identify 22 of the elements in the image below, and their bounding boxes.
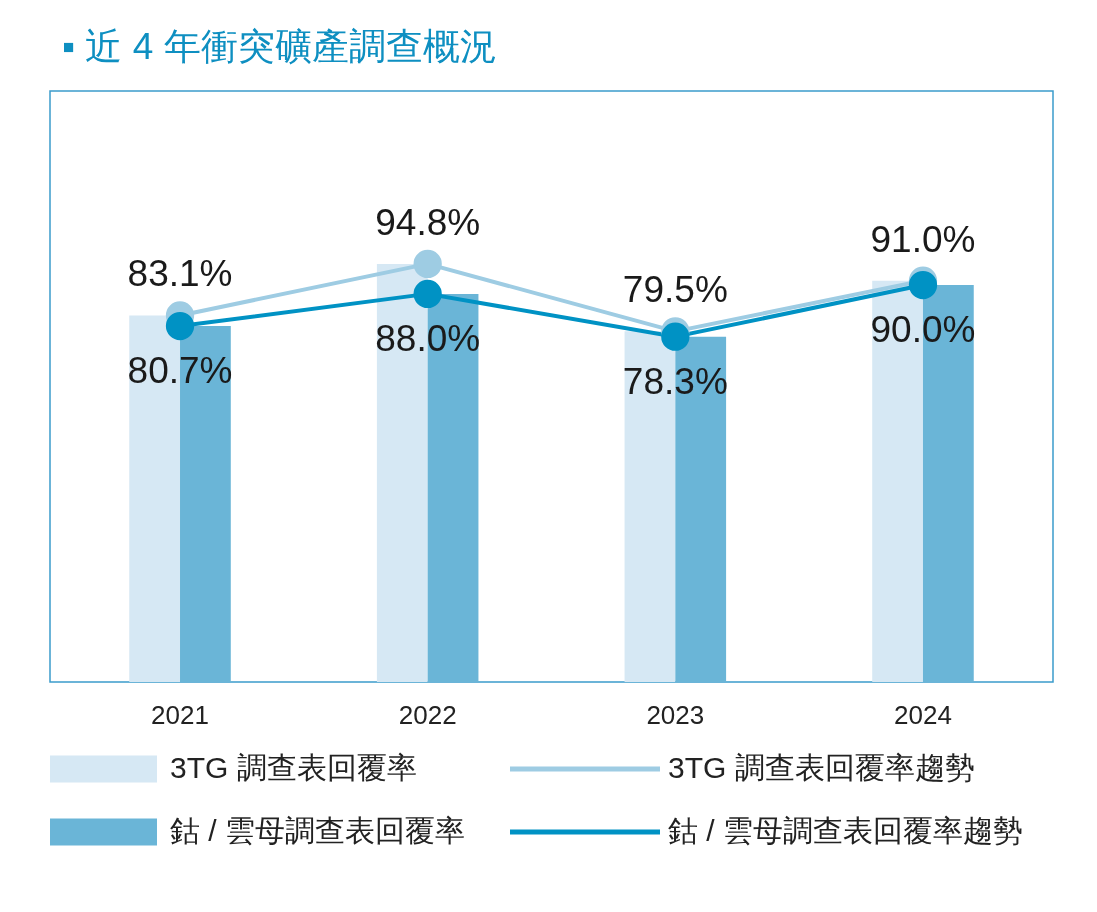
x-tick-label: 2023 bbox=[646, 699, 705, 730]
legend-label: 鈷 / 雲母調查表回覆率 bbox=[170, 814, 466, 847]
data-label: 80.7% bbox=[127, 350, 233, 392]
data-label: 78.3% bbox=[622, 360, 728, 402]
data-label: 83.1% bbox=[127, 253, 233, 295]
legend-label: 3TG 調查表回覆率 bbox=[170, 751, 417, 784]
point bbox=[908, 270, 938, 300]
data-label: 94.8% bbox=[375, 201, 481, 243]
data-label: 79.5% bbox=[622, 269, 728, 311]
data-label: 88.0% bbox=[375, 317, 481, 359]
chart-title: ▪ 近 4 年衝突礦產調查概況 bbox=[62, 26, 497, 67]
legend-label: 鈷 / 雲母調查表回覆率趨勢 bbox=[668, 814, 1024, 847]
point bbox=[413, 279, 442, 308]
data-label: 90.0% bbox=[870, 309, 976, 351]
point bbox=[413, 249, 442, 278]
x-tick-label: 2024 bbox=[894, 699, 952, 730]
x-tick-label: 2021 bbox=[151, 699, 209, 730]
data-label: 91.0% bbox=[870, 218, 976, 260]
x-tick-label: 2022 bbox=[398, 699, 457, 730]
legend-label: 3TG 調查表回覆率趨勢 bbox=[668, 751, 975, 784]
point bbox=[165, 311, 195, 341]
point bbox=[661, 322, 690, 351]
